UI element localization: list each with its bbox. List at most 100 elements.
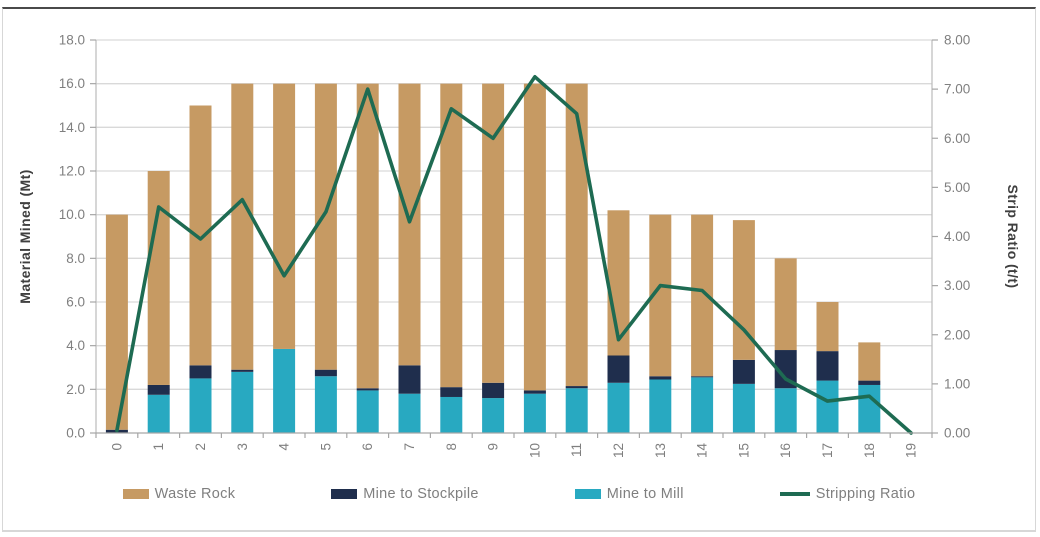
x-axis-tick-label: 4: [277, 443, 292, 451]
bar-segment: [607, 355, 630, 383]
bar-segment: [774, 258, 797, 351]
x-axis-tick-label: 7: [402, 443, 417, 451]
y-axis-right-tick-label: 8.00: [944, 33, 970, 48]
bar-segment: [482, 382, 505, 399]
bar-segment: [816, 302, 839, 352]
bar-segment: [440, 83, 463, 388]
bar-segment: [231, 83, 254, 370]
waste-rock-swatch-icon: [122, 489, 149, 499]
axes: 0.0 2.0 4.0 6.0 8.0 10.0 12.0 14.0 16.0 18.0 0.00 1…: [59, 33, 971, 459]
y-axis-left-tick-label: 8.0: [66, 251, 85, 266]
bar-segment: [607, 382, 630, 433]
stacked-bars: [105, 83, 881, 433]
bar-segment: [816, 380, 839, 433]
legend-item-mine-to-mill: Mine to Mill: [574, 486, 684, 502]
x-axis-tick-label: 3: [235, 443, 250, 451]
bar-segment: [565, 388, 588, 433]
bar-segment: [482, 83, 505, 383]
bar-segment: [440, 387, 463, 397]
legend-item-stripping-ratio: Stripping Ratio: [779, 486, 916, 502]
bar-segment: [314, 369, 337, 377]
legend-label: Waste Rock: [154, 486, 236, 502]
bar-segment: [356, 388, 379, 391]
bar-segment: [858, 384, 881, 433]
bar-segment: [774, 350, 797, 389]
stripping-ratio-line: [115, 75, 913, 435]
bar-segment: [691, 214, 714, 377]
bar-segment: [189, 105, 212, 366]
x-axis-tick-label: 6: [360, 443, 375, 451]
y-axis-right-tick-label: 2.00: [944, 327, 970, 342]
bar-segment: [147, 384, 170, 395]
bar-segment: [732, 383, 755, 433]
x-axis-tick-label: 9: [486, 443, 501, 451]
bar-segment: [691, 376, 714, 378]
bar-segment: [565, 386, 588, 389]
bar-segment: [314, 376, 337, 433]
bar-segment: [356, 83, 379, 389]
y-axis-right-title: Strip Ratio (t/t): [1005, 184, 1021, 288]
legend-label: Mine to Stockpile: [363, 486, 479, 502]
stripping-ratio-line-swatch-icon: [779, 492, 810, 496]
y-axis-left-title: Material Mined (Mt): [17, 169, 33, 303]
bar-segment: [691, 377, 714, 433]
x-axis-tick-label: 19: [904, 443, 919, 458]
x-axis-tick-label: 14: [695, 443, 710, 459]
x-axis-tick-label: 1: [151, 443, 166, 451]
bar-segment: [231, 371, 254, 433]
y-axis-right-tick-label: 7.00: [944, 82, 970, 97]
bar-segment: [189, 378, 212, 433]
bar-segment: [858, 342, 881, 381]
bar-segment: [189, 365, 212, 379]
x-axis-tick-label: 10: [527, 443, 542, 458]
bar-segment: [147, 394, 170, 433]
y-axis-left-tick-label: 0.0: [66, 426, 85, 441]
bar-segment: [649, 379, 672, 433]
legend-label: Mine to Mill: [606, 486, 684, 502]
bar-segment: [816, 351, 839, 381]
bar-segment: [649, 214, 672, 377]
bar-segment: [565, 83, 588, 387]
mine-to-stockpile-swatch-icon: [331, 489, 358, 499]
bar-segment: [105, 214, 128, 430]
x-axis-tick-label: 2: [193, 443, 208, 451]
bar-segment: [523, 393, 546, 433]
bar-segment: [398, 83, 421, 366]
y-axis-right-tick-label: 1.00: [944, 376, 970, 391]
x-axis-tick-label: 18: [862, 443, 877, 458]
x-axis-tick-label: 8: [444, 443, 459, 451]
mine-to-mill-swatch-icon: [574, 489, 601, 499]
bar-segment: [482, 398, 505, 433]
x-axis-tick-label: 12: [611, 443, 626, 458]
y-axis-right-tick-label: 4.00: [944, 229, 970, 244]
x-axis-tick-label: 13: [653, 443, 668, 458]
bar-segment: [774, 388, 797, 433]
bar-segment: [523, 83, 546, 391]
bar-segment: [314, 83, 337, 370]
x-axis-tick-label: 15: [736, 443, 751, 458]
x-axis-tick-label: 0: [109, 443, 124, 451]
bar-segment: [732, 359, 755, 384]
bar-segment: [356, 390, 379, 433]
y-axis-right-tick-label: 5.00: [944, 180, 970, 195]
bar-segment: [273, 83, 296, 349]
chart-frame: 0.0 2.0 4.0 6.0 8.0 10.0 12.0 14.0 16.0 18.0 0.00 1…: [2, 7, 1036, 532]
chart-legend: Waste Rock Mine to Stockpile Mine to Mil…: [3, 477, 1035, 511]
y-axis-left-tick-label: 14.0: [59, 120, 85, 135]
bar-segment: [649, 376, 672, 380]
y-axis-left-tick-label: 2.0: [66, 382, 85, 397]
y-axis-left-tick-label: 10.0: [59, 207, 85, 222]
y-axis-left-tick-label: 16.0: [59, 76, 85, 91]
x-axis-tick-label: 11: [569, 443, 584, 457]
bar-segment: [398, 393, 421, 433]
y-axis-left-tick-label: 18.0: [59, 33, 85, 48]
y-axis-right-tick-label: 0.00: [944, 426, 970, 441]
bar-segment: [231, 369, 254, 372]
legend-item-mine-to-stockpile: Mine to Stockpile: [331, 486, 479, 502]
y-axis-right-tick-label: 3.00: [944, 278, 970, 293]
x-axis-tick-label: 16: [778, 443, 793, 458]
x-axis-tick-label: 5: [318, 443, 333, 451]
bar-segment: [273, 348, 296, 433]
material-mined-strip-ratio-chart: 0.0 2.0 4.0 6.0 8.0 10.0 12.0 14.0 16.0 18.0 0.00 1…: [17, 33, 1021, 459]
